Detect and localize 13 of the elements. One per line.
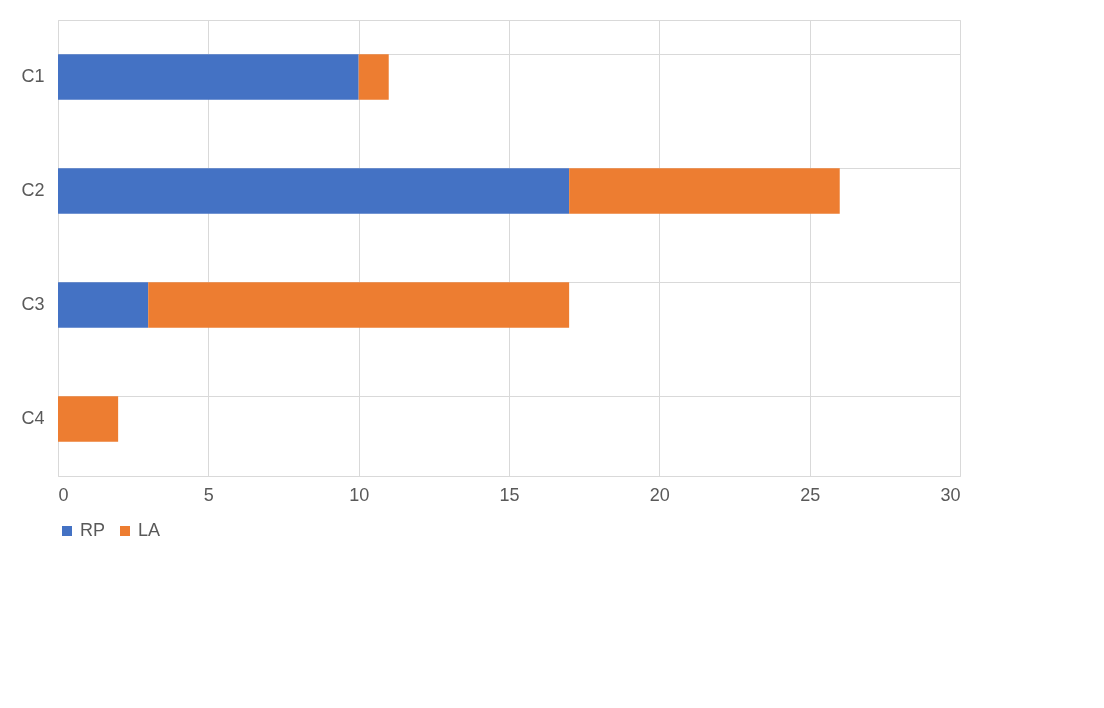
x-tick-label: 5: [203, 484, 214, 505]
y-tick-label: C1: [21, 66, 45, 86]
y-tick-label: C3: [21, 294, 45, 314]
legend-label: RP: [80, 520, 106, 540]
legend-label: LA: [138, 520, 161, 540]
x-tick-label: 0: [58, 484, 69, 505]
y-tick-label: C2: [21, 180, 45, 200]
x-tick-label: 20: [649, 484, 670, 505]
x-tick-label: 15: [499, 484, 520, 505]
x-tick-label: 25: [800, 484, 821, 505]
y-tick-label: C4: [21, 408, 45, 428]
x-tick-label: 30: [940, 484, 961, 505]
x-tick-label: 10: [349, 484, 370, 505]
